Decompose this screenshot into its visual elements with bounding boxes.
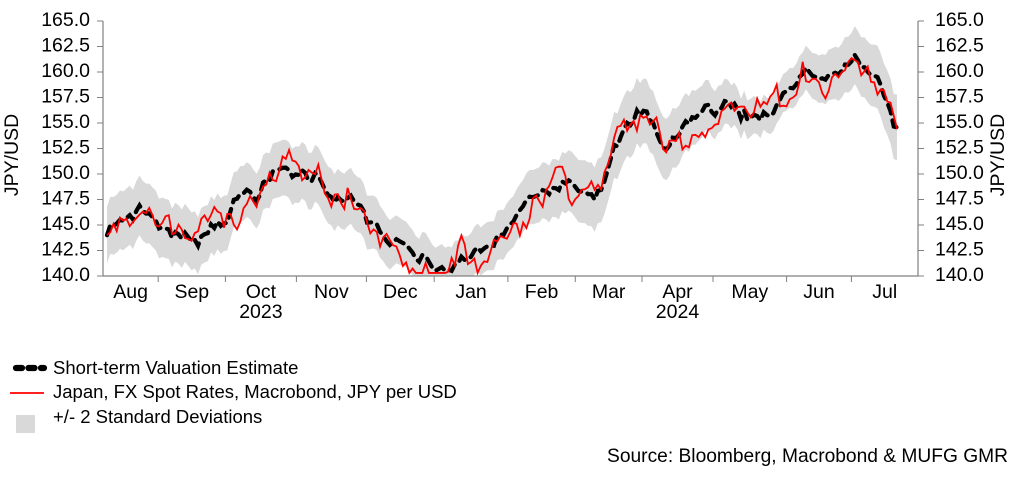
svg-text:140.0: 140.0	[935, 264, 984, 286]
svg-text:155.0: 155.0	[935, 111, 984, 133]
svg-text:142.5: 142.5	[41, 239, 90, 261]
svg-text:155.0: 155.0	[41, 111, 90, 133]
svg-text:Feb: Feb	[525, 281, 559, 303]
svg-text:145.0: 145.0	[935, 213, 984, 235]
svg-text:142.5: 142.5	[935, 239, 984, 261]
svg-text:2024: 2024	[656, 301, 700, 323]
svg-text:165.0: 165.0	[41, 9, 90, 31]
svg-text:145.0: 145.0	[41, 213, 90, 235]
svg-text:Oct: Oct	[246, 281, 277, 303]
svg-text:162.5: 162.5	[935, 35, 984, 57]
svg-text:150.0: 150.0	[935, 162, 984, 184]
svg-text:2023: 2023	[239, 301, 282, 323]
svg-text:160.0: 160.0	[935, 60, 984, 82]
svg-text:Jun: Jun	[803, 281, 834, 303]
svg-text:Apr: Apr	[662, 281, 693, 303]
svg-text:152.5: 152.5	[41, 137, 90, 159]
svg-text:Jan: Jan	[455, 281, 486, 303]
svg-text:May: May	[731, 281, 768, 303]
svg-text:Nov: Nov	[314, 281, 349, 303]
svg-text:157.5: 157.5	[41, 86, 90, 108]
svg-text:Jul: Jul	[872, 281, 897, 303]
svg-text:JPY/USD: JPY/USD	[987, 114, 1009, 196]
svg-text:140.0: 140.0	[41, 264, 90, 286]
svg-text:150.0: 150.0	[41, 162, 90, 184]
svg-text:JPY/USD: JPY/USD	[1, 114, 23, 196]
svg-text:147.5: 147.5	[935, 188, 984, 210]
svg-text:Sep: Sep	[174, 281, 209, 303]
svg-text:162.5: 162.5	[41, 35, 90, 57]
svg-text:152.5: 152.5	[935, 137, 984, 159]
svg-text:165.0: 165.0	[935, 9, 984, 31]
svg-text:147.5: 147.5	[41, 188, 90, 210]
svg-text:157.5: 157.5	[935, 86, 984, 108]
svg-text:160.0: 160.0	[41, 60, 90, 82]
svg-text:Aug: Aug	[113, 281, 148, 303]
svg-text:Dec: Dec	[383, 281, 418, 303]
svg-text:Mar: Mar	[592, 281, 626, 303]
